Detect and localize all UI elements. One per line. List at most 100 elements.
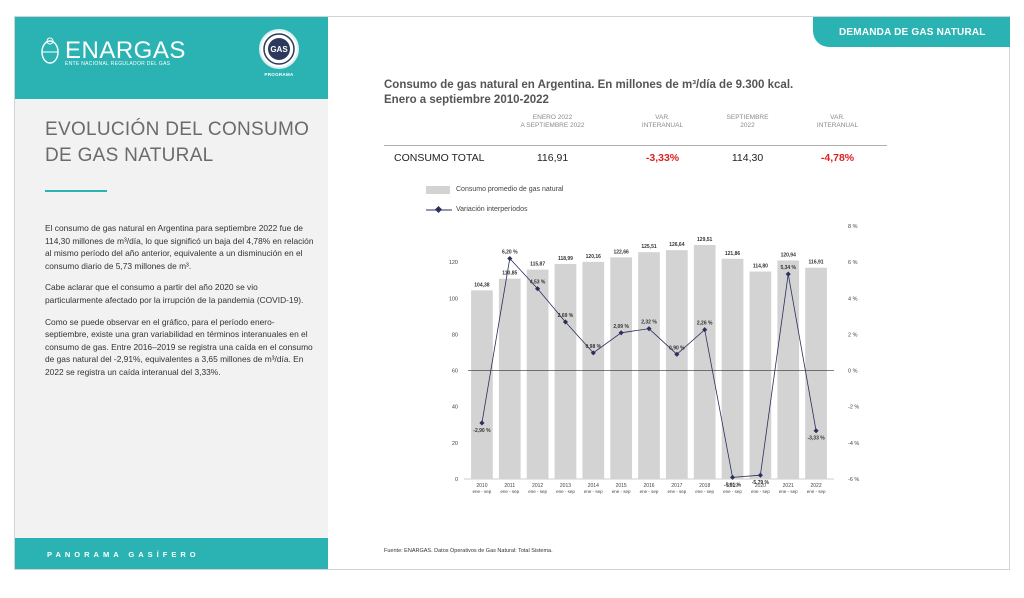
- variation-label: -3,33 %: [807, 436, 825, 442]
- x-tick-sublabel: ene - sep: [640, 489, 659, 494]
- x-tick-label: 2014: [588, 483, 599, 489]
- variation-label: 0,90 %: [669, 345, 685, 351]
- chart-title-line-2: Enero a septiembre 2010-2022: [384, 94, 549, 106]
- y-left-tick-label: 100: [449, 296, 458, 302]
- bar: [638, 252, 660, 479]
- title-divider: [45, 190, 107, 192]
- variation-label: 2,32 %: [641, 320, 657, 326]
- kpi-header-month: SEPTIEMBRE 2022: [700, 114, 795, 130]
- x-tick-label: 2021: [783, 483, 794, 489]
- x-tick-sublabel: ene - sep: [723, 489, 742, 494]
- kpi-divider: [384, 145, 887, 146]
- variation-point: [674, 351, 680, 357]
- chart-title-line-1: Consumo de gas natural en Argentina. En …: [384, 79, 794, 91]
- bar-value-label: 120,94: [781, 252, 797, 258]
- y-right-tick-label: 2 %: [848, 332, 858, 338]
- source-note: Fuente: ENARGAS. Datos Operativos de Gas…: [384, 548, 553, 554]
- kpi-header-var2-line1: VAR.: [830, 114, 845, 121]
- y-right-tick-label: -6 %: [848, 477, 859, 483]
- section-tab: DEMANDA DE GAS NATURAL: [813, 17, 1010, 47]
- variation-label: 4,53 %: [530, 280, 546, 286]
- bar: [693, 244, 716, 479]
- bar: [665, 250, 688, 479]
- x-tick-sublabel: ene - sep: [751, 489, 770, 494]
- variation-point: [646, 326, 652, 332]
- bar-value-label: 104,38: [474, 282, 490, 288]
- section-tab-label: DEMANDA DE GAS NATURAL: [839, 27, 986, 38]
- x-tick-label: 2019: [727, 483, 738, 489]
- x-tick-label: 2013: [560, 483, 571, 489]
- bar-value-label: 126,64: [669, 242, 685, 248]
- x-tick-sublabel: ene - sep: [779, 489, 798, 494]
- x-tick-label: 2022: [811, 483, 822, 489]
- kpi-header-var1-line1: VAR.: [655, 114, 670, 121]
- x-tick-sublabel: ene - sep: [695, 489, 714, 494]
- variation-point: [590, 350, 596, 356]
- bar-value-label: 110,85: [502, 271, 517, 277]
- x-tick-label: 2018: [699, 483, 710, 489]
- variation-label: 2,09 %: [613, 324, 629, 330]
- x-tick-sublabel: ene - sep: [667, 489, 686, 494]
- bar: [498, 278, 521, 479]
- kpi-value-var2: -4,78%: [820, 152, 855, 164]
- kpi-value-month: 114,30: [731, 152, 764, 164]
- y-right-tick-label: 6 %: [848, 260, 858, 266]
- x-tick-sublabel: ene - sep: [807, 489, 826, 494]
- x-tick-label: 2020: [755, 483, 766, 489]
- x-tick-label: 2017: [671, 483, 682, 489]
- variation-label: -5,91 %: [724, 482, 742, 488]
- kpi-header-period: ENERO 2022 A SEPTIEMBRE 2022: [505, 114, 600, 130]
- x-tick-label: 2015: [616, 483, 627, 489]
- y-right-tick-label: 0 %: [848, 369, 858, 375]
- legend-line-swatch: [426, 205, 452, 214]
- x-tick-sublabel: ene - sep: [473, 489, 492, 494]
- y-left-tick-label: 80: [452, 332, 458, 338]
- bar-value-label: 129,51: [697, 237, 713, 243]
- kpi-header-var2-line2: INTERANUAL: [816, 122, 859, 129]
- kpi-header-period-line2: A SEPTIEMBRE 2022: [520, 122, 585, 129]
- bar-value-label: 122,66: [614, 249, 630, 255]
- kpi-header-period-line1: ENERO 2022: [532, 114, 573, 121]
- bar: [554, 263, 577, 479]
- bar: [777, 260, 800, 479]
- body-paragraph-1: El consumo de gas natural en Argentina p…: [45, 223, 314, 271]
- y-left-tick-label: 0: [455, 477, 458, 483]
- variation-label: 2,69 %: [558, 313, 574, 319]
- x-tick-sublabel: ene - sep: [584, 489, 603, 494]
- kpi-row-label: CONSUMO TOTAL: [394, 152, 485, 164]
- kpi-value-var1: -3,33%: [645, 152, 680, 164]
- enargas-logo-subtitle: ENTE NACIONAL REGULADOR DEL GAS: [65, 61, 171, 67]
- brand-header: ENARGAS ENTE NACIONAL REGULADOR DEL GAS …: [15, 17, 328, 99]
- enargas-logo: ENARGAS: [65, 37, 186, 64]
- bar-value-label: 118,99: [558, 256, 573, 262]
- body-paragraph-2: Cabe aclarar que el consumo a partir del…: [45, 282, 304, 305]
- bar: [721, 258, 744, 479]
- variation-point: [479, 420, 485, 426]
- kpi-header-var2: VAR. INTERANUAL: [790, 114, 885, 130]
- y-right-tick-label: 8 %: [848, 224, 858, 230]
- variation-point: [729, 474, 736, 480]
- y-right-tick-label: 4 %: [848, 296, 858, 302]
- variation-label: -2,90 %: [473, 428, 491, 434]
- section-body: El consumo de gas natural en Argentina p…: [45, 222, 315, 388]
- x-tick-sublabel: ene - sep: [556, 489, 575, 494]
- x-tick-sublabel: ene - sep: [500, 489, 519, 494]
- x-tick-label: 2012: [532, 483, 543, 489]
- variation-point: [757, 472, 763, 478]
- bar-value-label: 120,16: [586, 254, 602, 260]
- estado-gas-badge: GAS: [259, 29, 299, 69]
- variation-label: -5,79 %: [752, 480, 770, 486]
- variation-label: 6,20 %: [502, 250, 518, 256]
- bar: [749, 271, 772, 479]
- bar-value-label: 116,91: [809, 260, 824, 266]
- footer-bar: PANORAMA GASÍFERO: [15, 538, 328, 569]
- bar: [526, 269, 549, 479]
- argentina-shield-icon: [41, 37, 59, 64]
- gas-badge-icon: GAS: [263, 33, 295, 65]
- footer-label: PANORAMA GASÍFERO: [47, 550, 200, 559]
- bar: [471, 290, 493, 479]
- kpi-header-month-line2: 2022: [740, 122, 755, 129]
- x-tick-label: 2010: [476, 483, 487, 489]
- variation-label: 2,26 %: [697, 321, 713, 327]
- kpi-header-var1-line2: INTERANUAL: [641, 122, 684, 129]
